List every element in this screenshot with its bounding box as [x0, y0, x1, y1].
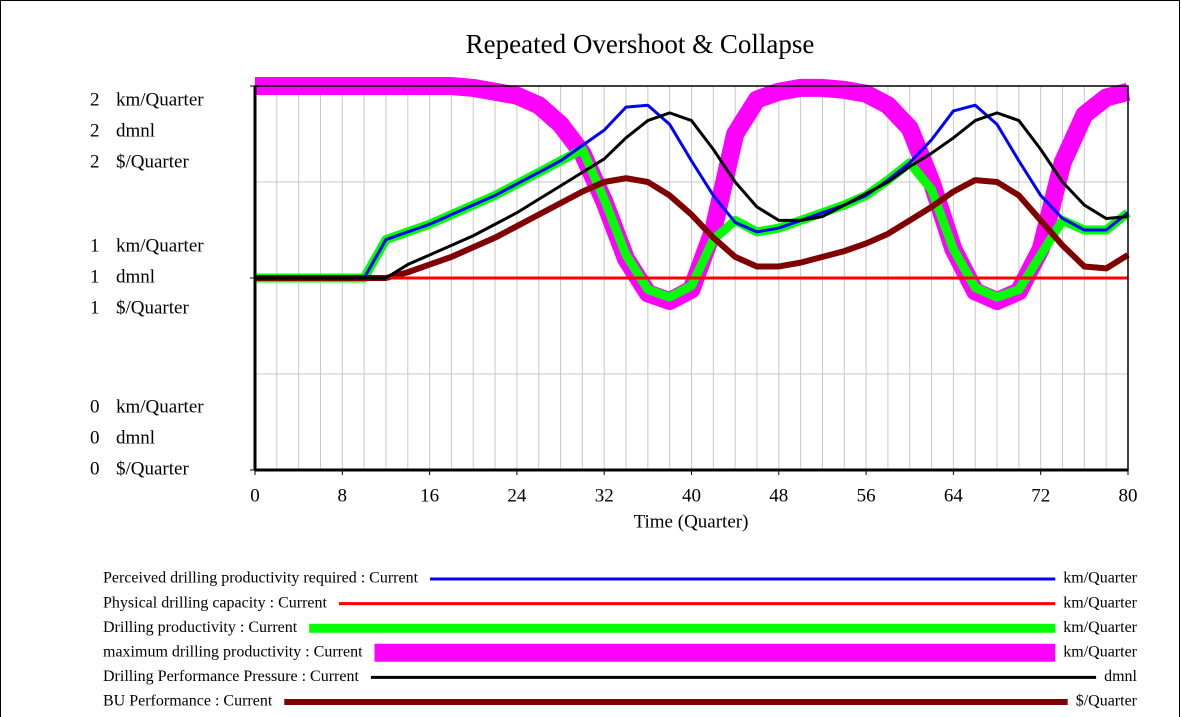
x-tick-label: 40	[682, 485, 701, 506]
legend-unit: dmnl	[1104, 668, 1137, 685]
y-tick-label: 0	[90, 396, 100, 417]
x-tick-label: 72	[1031, 485, 1050, 506]
legend-label: Perceived drilling productivity required…	[103, 570, 419, 587]
y-tick-label: 1	[90, 266, 100, 287]
y-tick-label: 0	[90, 427, 100, 448]
series-line	[255, 111, 1129, 280]
y-tick-label: 0	[90, 458, 100, 479]
axes: 0 8 16 24 32 40 48 56 64 72 80 0 km/Quarter 0 dmnl 0 $/Q…	[90, 85, 1138, 506]
y-unit-label: $/Quarter	[116, 458, 189, 479]
y-unit-label: dmnl	[116, 120, 155, 141]
legend-unit: km/Quarter	[1063, 619, 1137, 636]
legend-unit: km/Quarter	[1063, 594, 1137, 611]
y-unit-label: dmnl	[116, 266, 155, 287]
legend-label: Physical drilling capacity : Current	[103, 594, 328, 611]
x-tick-label: 80	[1119, 485, 1138, 506]
y-tick-label: 2	[90, 151, 100, 172]
y-unit-label: km/Quarter	[116, 235, 204, 256]
x-axis-label: Time (Quarter)	[634, 511, 749, 532]
x-tick-label: 0	[250, 485, 260, 506]
legend-label: Drilling Performance Pressure : Current	[103, 668, 359, 685]
chart-title: Repeated Overshoot & Collapse	[466, 29, 815, 59]
legend-unit: km/Quarter	[1063, 570, 1137, 587]
y-tick-label: 1	[90, 297, 100, 318]
y-unit-label: dmnl	[116, 427, 155, 448]
y-unit-label: $/Quarter	[116, 151, 189, 172]
series-line	[255, 175, 1130, 281]
x-tick-label: 16	[420, 485, 439, 506]
series-line	[255, 103, 1129, 280]
x-tick-label: 56	[857, 485, 876, 506]
y-unit-label: $/Quarter	[116, 297, 189, 318]
y-unit-label: km/Quarter	[116, 89, 204, 110]
legend-label: BU Performance : Current	[103, 693, 273, 710]
legend-unit: $/Quarter	[1076, 693, 1138, 710]
legend-unit: km/Quarter	[1063, 643, 1137, 660]
legend-label: Drilling productivity : Current	[103, 619, 298, 636]
x-tick-label: 48	[769, 485, 788, 506]
y-tick-label: 2	[90, 89, 100, 110]
x-tick-label: 24	[507, 485, 527, 506]
y-unit-label: km/Quarter	[116, 396, 204, 417]
x-tick-label: 8	[338, 485, 348, 506]
y-tick-label: 2	[90, 120, 100, 141]
x-tick-label: 64	[944, 485, 964, 506]
x-tick-label: 32	[595, 485, 614, 506]
y-tick-label: 1	[90, 235, 100, 256]
legend-label: maximum drilling productivity : Current	[103, 643, 363, 660]
legend: Perceived drilling productivity required…	[103, 570, 1138, 710]
